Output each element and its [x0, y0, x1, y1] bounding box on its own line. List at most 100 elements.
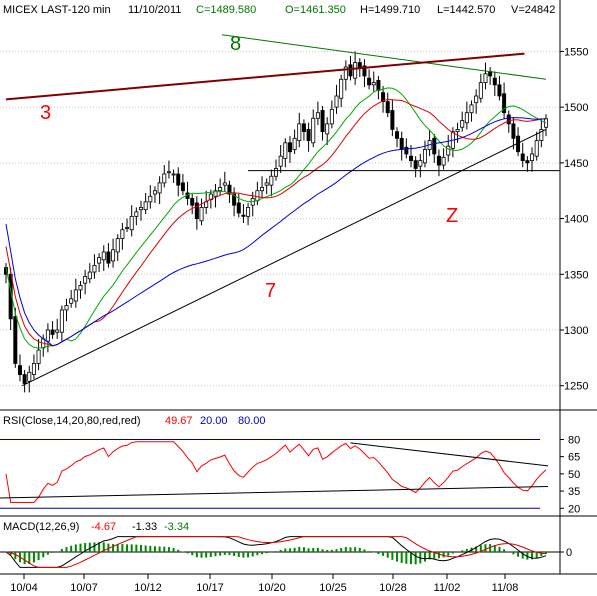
candle-body	[152, 190, 157, 195]
header-date: 11/10/2011	[128, 4, 181, 16]
header-close: C=1489.580	[196, 4, 256, 16]
macd-value-3: -3.34	[164, 521, 189, 533]
rsi-tick-label: 50	[568, 469, 580, 481]
header-symbol: MICEX LAST-120 min	[3, 4, 111, 16]
candle-body	[232, 193, 237, 206]
candle-body	[120, 229, 125, 240]
candle-body	[334, 95, 339, 108]
candle-body	[348, 64, 353, 77]
candle-body	[371, 82, 376, 86]
candle-body	[530, 153, 535, 162]
candle-body	[264, 182, 269, 186]
date-tick-label: 10/07	[70, 582, 98, 594]
candle-body	[69, 298, 74, 304]
candle-body	[273, 168, 278, 177]
candle-body	[138, 207, 143, 211]
candle-body	[483, 73, 488, 84]
candle-body	[190, 198, 195, 206]
candle-body	[199, 207, 204, 222]
candle-body	[222, 182, 227, 186]
candle-body	[260, 186, 265, 192]
candle-body	[27, 371, 32, 382]
candle-body	[395, 131, 400, 139]
candle-body	[36, 349, 41, 364]
candle-body	[269, 175, 274, 186]
candle-body	[404, 146, 409, 155]
candle-body	[218, 186, 223, 192]
candle-body	[97, 257, 102, 264]
candle-body	[320, 110, 325, 133]
candle-body	[134, 211, 139, 217]
macd-signal-line	[5, 536, 547, 568]
label-line8: 8	[230, 33, 241, 55]
candle-body	[362, 65, 367, 77]
candle-body	[55, 329, 60, 333]
candle-body	[390, 110, 395, 130]
candle-body	[236, 202, 241, 214]
candle-body	[125, 227, 130, 229]
candle-body	[213, 190, 218, 197]
candle-body	[162, 173, 167, 184]
rsi-tick-label: 65	[568, 452, 580, 464]
macd-tick-label: 0	[566, 547, 572, 559]
candle-body	[399, 137, 404, 150]
candle-body	[343, 66, 348, 80]
macd-title: MACD(12,26,9)	[3, 521, 79, 533]
candle-body	[83, 276, 88, 284]
candle-body	[376, 80, 381, 91]
candle-body	[171, 173, 176, 176]
macd-value-2: -1.33	[132, 521, 157, 533]
rsi-trendline-upper	[350, 442, 549, 467]
candle-body	[143, 201, 148, 211]
date-tick-label: 10/25	[319, 582, 347, 594]
candle-body	[87, 271, 92, 280]
price-tick-label: 1550	[564, 46, 588, 58]
candle-body	[534, 140, 539, 157]
label-line7: 7	[265, 280, 276, 302]
candle-body	[111, 249, 116, 262]
candle-body	[255, 190, 260, 202]
price-axis: 1250 1300 1350 1400 1450 1500 1550	[560, 46, 588, 393]
candle-body	[413, 160, 418, 169]
candle-body	[227, 184, 232, 195]
date-tick-label: 10/20	[258, 582, 286, 594]
ma-mid-line	[5, 98, 547, 347]
candle-body	[129, 215, 134, 231]
candle-body	[59, 309, 64, 333]
candle-body	[45, 329, 50, 342]
candle-body	[464, 112, 469, 124]
candle-body	[287, 142, 292, 153]
candle-body	[283, 142, 288, 159]
macd-plot: 0	[0, 536, 572, 568]
label-z: Z	[446, 205, 458, 227]
candle-body	[115, 238, 120, 253]
candle-body	[278, 155, 283, 167]
candle-body	[31, 363, 36, 375]
header-volume: V=24842	[511, 4, 555, 16]
candle-body	[315, 112, 320, 119]
candle-body	[101, 251, 106, 261]
candle-body	[478, 82, 483, 99]
date-tick-label: 10/12	[134, 582, 162, 594]
trendlines	[5, 34, 560, 387]
candle-body	[64, 305, 69, 311]
candle-body	[539, 129, 544, 141]
rsi-tick-label: 80	[568, 434, 580, 446]
candle-body	[194, 202, 199, 219]
rsi-tick-label: 35	[568, 486, 580, 498]
date-tick-label: 10/04	[10, 582, 38, 594]
candle-body	[292, 137, 297, 150]
candle-body	[73, 289, 78, 302]
candle-body	[367, 77, 372, 86]
price-tick-label: 1350	[564, 269, 588, 281]
candle-body	[422, 149, 427, 164]
trendline-7	[21, 128, 547, 387]
price-tick-label: 1300	[564, 325, 588, 337]
candle-body	[385, 101, 390, 114]
candle-body	[166, 171, 171, 174]
price-gridlines	[0, 50, 560, 387]
candle-body	[78, 285, 83, 291]
candle-body	[246, 207, 251, 217]
candle-body	[474, 95, 479, 104]
candle-body	[441, 156, 446, 166]
